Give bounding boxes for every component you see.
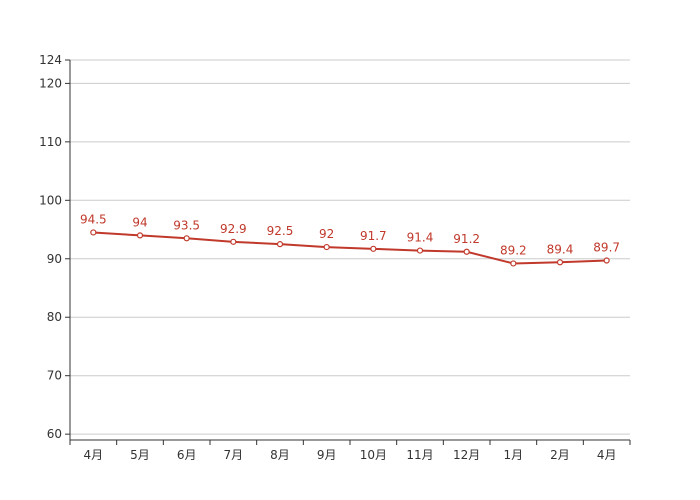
data-point[interactable] <box>603 257 610 264</box>
y-tick-label: 90 <box>47 252 62 266</box>
series-line <box>92 231 608 265</box>
data-label: 91.2 <box>453 232 480 246</box>
y-tick-label: 110 <box>39 135 62 149</box>
y-tick-label: 100 <box>39 193 62 207</box>
data-label: 92.9 <box>220 222 247 236</box>
x-tick-label: 11月 <box>406 448 433 462</box>
data-point[interactable] <box>416 247 424 254</box>
data-point[interactable] <box>136 232 144 239</box>
data-point[interactable] <box>90 229 97 236</box>
x-tick-label: 10月 <box>360 448 387 462</box>
axes: 124 120 110 100 90 80 70 60 4月 5月 6月 7月 8月 9月 10月 11月 12… <box>39 53 631 462</box>
x-tick-label: 5月 <box>130 448 150 462</box>
data-label: 92 <box>319 227 334 241</box>
data-point[interactable] <box>183 235 190 242</box>
x-tick-label: 7月 <box>224 448 244 462</box>
data-label: 94.5 <box>80 212 107 226</box>
y-tick-label: 80 <box>47 310 62 324</box>
data-point[interactable] <box>370 245 377 252</box>
x-tick-label: 4月 <box>84 448 104 462</box>
series-line-group <box>90 229 610 267</box>
data-point[interactable] <box>276 241 284 248</box>
data-point[interactable] <box>556 259 564 266</box>
x-tick-label: 9月 <box>317 448 337 462</box>
x-tick-label: 8月 <box>270 448 290 462</box>
data-label: 94 <box>132 215 147 229</box>
data-label: 89.2 <box>500 243 527 257</box>
y-tick-label: 120 <box>39 76 62 90</box>
data-label: 91.7 <box>360 229 387 243</box>
y-tick-label: 70 <box>47 369 62 383</box>
x-tick-label: 1月 <box>504 448 524 462</box>
data-point[interactable] <box>510 260 517 267</box>
x-tick-label: 6月 <box>177 448 197 462</box>
data-label: 91.4 <box>407 231 434 245</box>
y-tick-label: 124 <box>39 53 62 67</box>
x-tick-label: 12月 <box>453 448 480 462</box>
grid-lines <box>70 59 630 435</box>
data-labels-group: 94.5 94 93.5 92.9 92.5 92 91.7 91.4 91.2 89.2 89.4… <box>80 212 620 257</box>
data-point[interactable] <box>230 238 237 245</box>
data-point[interactable] <box>463 248 470 255</box>
data-label: 92.5 <box>267 224 294 238</box>
data-label: 89.4 <box>547 242 574 256</box>
x-tick-label: 2月 <box>550 448 570 462</box>
data-label: 93.5 <box>173 218 200 232</box>
y-tick-label: 60 <box>47 427 62 441</box>
data-label: 89.7 <box>593 241 620 255</box>
x-tick-label: 4月 <box>597 448 617 462</box>
data-point[interactable] <box>323 243 330 251</box>
